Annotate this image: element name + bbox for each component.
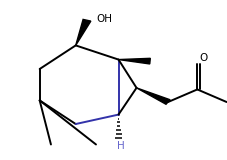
Text: OH: OH: [96, 14, 111, 24]
Polygon shape: [118, 58, 150, 64]
Polygon shape: [75, 19, 90, 45]
Polygon shape: [136, 88, 169, 104]
Text: O: O: [199, 53, 207, 63]
Text: H: H: [116, 141, 124, 151]
